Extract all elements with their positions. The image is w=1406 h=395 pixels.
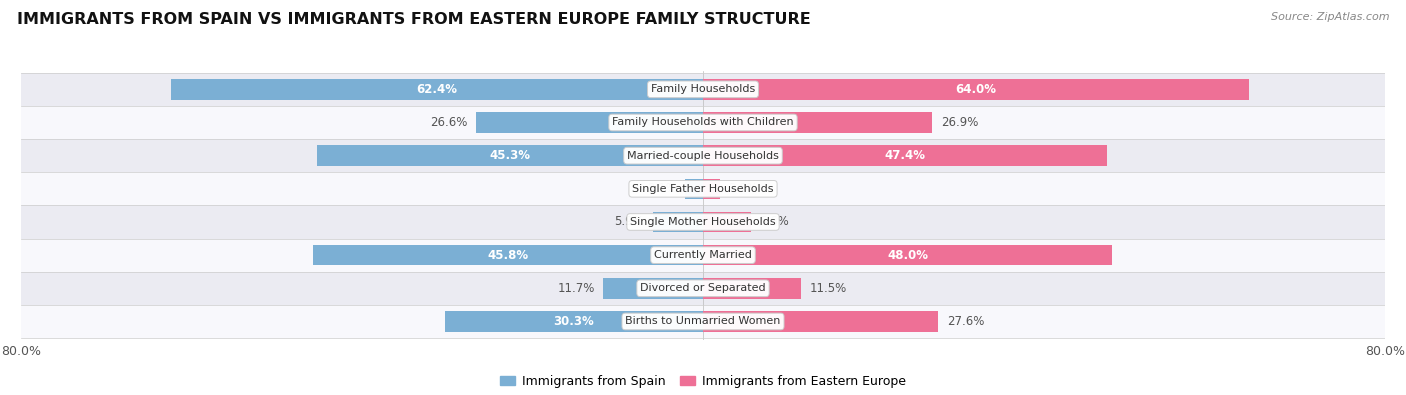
Bar xyxy=(703,145,1107,166)
Bar xyxy=(703,112,932,133)
Text: 5.9%: 5.9% xyxy=(614,216,644,228)
Bar xyxy=(703,212,751,232)
Text: 62.4%: 62.4% xyxy=(416,83,457,96)
Bar xyxy=(477,112,703,133)
Text: 47.4%: 47.4% xyxy=(884,149,925,162)
Bar xyxy=(703,245,1112,265)
Bar xyxy=(685,179,703,199)
Text: 2.1%: 2.1% xyxy=(647,182,676,195)
Bar xyxy=(172,79,703,100)
Bar xyxy=(21,272,1385,305)
Text: 30.3%: 30.3% xyxy=(554,315,595,328)
Text: 27.6%: 27.6% xyxy=(946,315,984,328)
Text: 5.6%: 5.6% xyxy=(759,216,789,228)
Text: 45.8%: 45.8% xyxy=(488,248,529,261)
Text: Source: ZipAtlas.com: Source: ZipAtlas.com xyxy=(1271,12,1389,22)
Bar xyxy=(21,172,1385,205)
Text: IMMIGRANTS FROM SPAIN VS IMMIGRANTS FROM EASTERN EUROPE FAMILY STRUCTURE: IMMIGRANTS FROM SPAIN VS IMMIGRANTS FROM… xyxy=(17,12,811,27)
Text: 26.6%: 26.6% xyxy=(430,116,468,129)
Bar xyxy=(21,139,1385,172)
Bar xyxy=(21,73,1385,106)
Bar xyxy=(316,145,703,166)
Text: 48.0%: 48.0% xyxy=(887,248,928,261)
Bar xyxy=(703,311,938,332)
Text: 26.9%: 26.9% xyxy=(941,116,979,129)
Bar xyxy=(603,278,703,299)
Bar xyxy=(652,212,703,232)
Text: Births to Unmarried Women: Births to Unmarried Women xyxy=(626,316,780,326)
Text: Divorced or Separated: Divorced or Separated xyxy=(640,283,766,293)
Text: 11.5%: 11.5% xyxy=(810,282,846,295)
Text: Married-couple Households: Married-couple Households xyxy=(627,150,779,161)
Text: 2.0%: 2.0% xyxy=(728,182,758,195)
Text: 45.3%: 45.3% xyxy=(489,149,530,162)
Bar xyxy=(703,179,720,199)
Text: Single Mother Households: Single Mother Households xyxy=(630,217,776,227)
Text: 11.7%: 11.7% xyxy=(557,282,595,295)
Bar xyxy=(444,311,703,332)
Text: Currently Married: Currently Married xyxy=(654,250,752,260)
Bar xyxy=(312,245,703,265)
Text: Family Households with Children: Family Households with Children xyxy=(612,117,794,128)
Text: Family Households: Family Households xyxy=(651,85,755,94)
Bar xyxy=(21,239,1385,272)
Bar xyxy=(21,205,1385,239)
Bar xyxy=(21,106,1385,139)
Text: Single Father Households: Single Father Households xyxy=(633,184,773,194)
Bar xyxy=(703,79,1249,100)
Legend: Immigrants from Spain, Immigrants from Eastern Europe: Immigrants from Spain, Immigrants from E… xyxy=(495,370,911,393)
Text: 64.0%: 64.0% xyxy=(955,83,997,96)
Bar xyxy=(21,305,1385,338)
Bar xyxy=(703,278,801,299)
